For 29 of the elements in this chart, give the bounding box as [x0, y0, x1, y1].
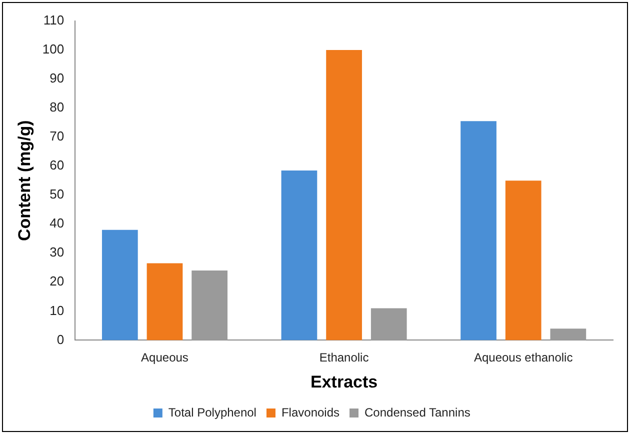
bar: [146, 263, 183, 340]
bar: [550, 328, 586, 340]
bar: [102, 230, 138, 340]
y-tick-label: 0: [56, 332, 64, 347]
legend-label: Total Polyphenol: [168, 405, 256, 420]
y-axis-title: Content (mg/g): [14, 120, 34, 242]
x-tick-label: Aqueous: [141, 350, 188, 365]
bar: [192, 270, 228, 340]
legend-label: Flavonoids: [281, 405, 340, 420]
x-axis-title: Extracts: [310, 372, 378, 392]
x-tick-label: Aqueous ethanolic: [474, 350, 573, 365]
y-tick-label: 10: [50, 302, 64, 318]
y-tick-label: 90: [50, 70, 64, 86]
bar: [460, 121, 496, 340]
bar: [370, 308, 407, 340]
bar: [326, 50, 362, 340]
y-tick-label: 100: [42, 42, 64, 57]
y-tick-label: 40: [50, 216, 64, 231]
y-tick-label: 20: [50, 274, 64, 289]
legend-label: Condensed Tannins: [364, 405, 470, 420]
y-tick-label: 70: [50, 128, 64, 144]
y-tick-label: 80: [50, 100, 64, 115]
bar: [281, 170, 318, 340]
y-tick-label: 110: [43, 12, 64, 28]
y-tick-label: 30: [50, 244, 64, 260]
bar: [505, 180, 542, 340]
y-tick-label: 60: [50, 158, 64, 173]
y-tick-label: 50: [50, 186, 64, 202]
x-tick-label: Ethanolic: [319, 350, 369, 365]
